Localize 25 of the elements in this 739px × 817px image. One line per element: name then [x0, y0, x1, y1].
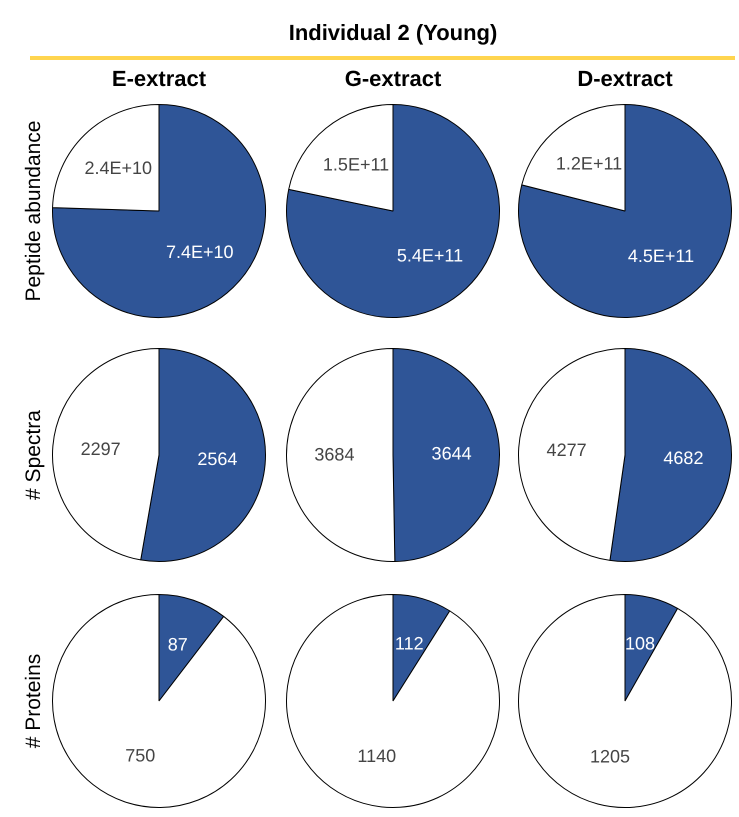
data-label: 7.4E+10 [166, 242, 234, 262]
data-label: 2297 [80, 438, 121, 459]
chart-subtitle: E-extract [110, 66, 208, 92]
text: Peptide abundance [22, 120, 46, 304]
data-label: 4682 [663, 448, 704, 468]
data-label: 1140 [357, 746, 396, 766]
data-label: 750 [125, 745, 156, 766]
data-label: 87 [168, 634, 188, 654]
data-label: 108 [624, 633, 655, 654]
chart-title: Individual 2 (Young) [288, 20, 498, 46]
chart-subtitle: G-extract [344, 66, 442, 92]
data-label: 4277 [546, 440, 587, 460]
data-label: 112 [394, 634, 424, 654]
data-label: 1205 [590, 746, 630, 767]
data-label: 3684 [314, 444, 354, 464]
data-label: 2.4E+10 [84, 158, 152, 178]
chart-subtitle: D-extract [576, 66, 674, 92]
text: # Spectra [22, 409, 46, 502]
data-label: 2564 [197, 449, 238, 470]
data-label: 1.5E+11 [322, 154, 390, 175]
data-label: 4.5E+11 [628, 246, 694, 266]
data-label: 5.4E+11 [396, 245, 464, 266]
data-label: 3644 [432, 443, 472, 464]
data-label: 1.2E+11 [556, 154, 622, 174]
text: # Proteins [22, 652, 46, 750]
